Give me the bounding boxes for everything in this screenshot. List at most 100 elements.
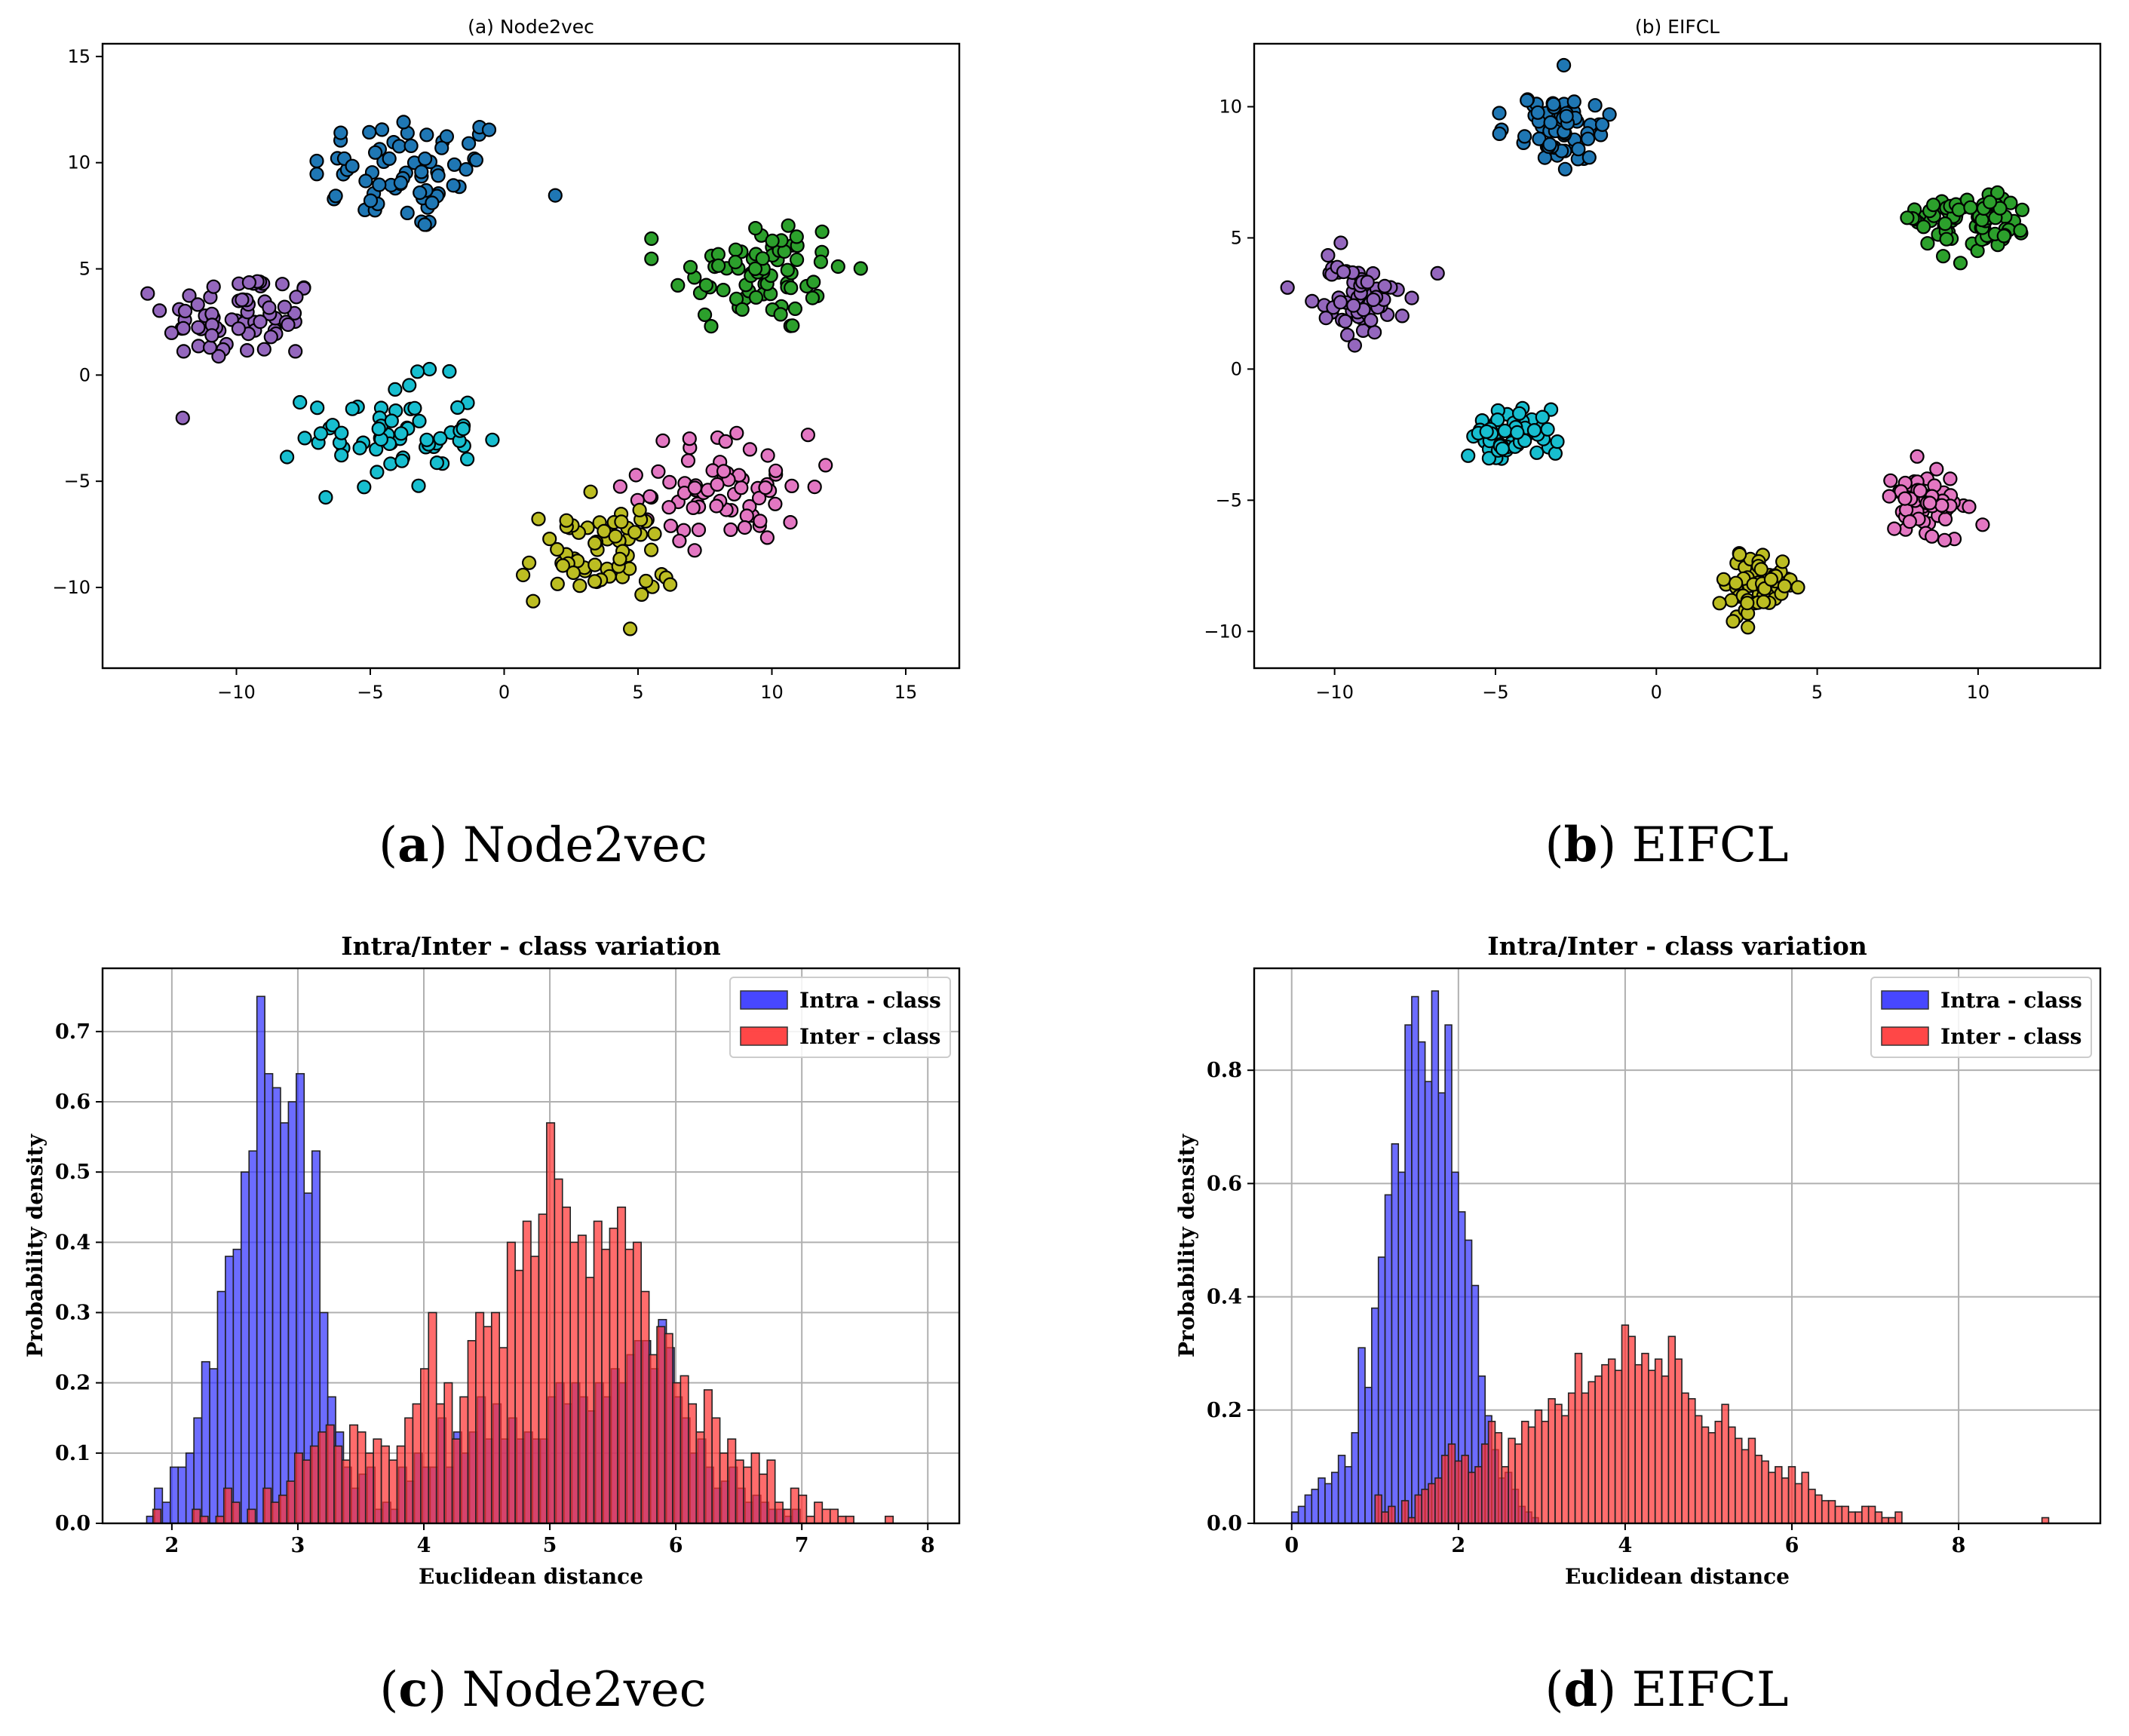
scatter-point <box>382 151 397 166</box>
histogram-bar <box>1400 1500 1410 1524</box>
y-tick-label: 15 <box>67 46 90 67</box>
histogram-bar <box>640 1290 650 1524</box>
scatter-point <box>2014 202 2029 217</box>
scatter-point <box>661 500 676 515</box>
scatter-point <box>697 307 713 322</box>
scatter-point <box>1763 572 1778 587</box>
scatter-point <box>748 221 763 236</box>
scatter-point <box>1953 256 1968 271</box>
plot-title: (b) EIFCL <box>1635 16 1719 38</box>
scatter-point <box>612 551 627 566</box>
histogram-bar <box>1494 1432 1503 1524</box>
scatter-point <box>1318 311 1333 326</box>
scatter-point <box>352 440 367 455</box>
scatter-point <box>813 254 829 269</box>
scatter-point <box>627 525 643 540</box>
histogram-bar <box>1417 1041 1426 1524</box>
x-tick-label: 15 <box>894 682 918 703</box>
histogram-bar <box>1514 1443 1523 1524</box>
scatter-point <box>177 303 193 319</box>
scatter-point <box>1726 614 1741 629</box>
histogram-bar <box>1747 1437 1756 1524</box>
histogram-bar <box>814 1501 824 1524</box>
histogram-bar <box>1674 1358 1683 1524</box>
histogram-bar <box>293 1452 304 1524</box>
histogram-bar <box>459 1396 469 1524</box>
y-tick-label: 0.5 <box>55 1161 90 1184</box>
scatter-point <box>781 218 796 233</box>
scatter-point <box>1497 423 1513 439</box>
histogram-bar <box>1377 1256 1386 1524</box>
scatter-point <box>1882 489 1897 504</box>
histogram-bar <box>1594 1375 1603 1524</box>
cluster-green <box>644 218 868 334</box>
scatter-point <box>459 452 475 467</box>
scatter-point <box>256 342 271 357</box>
histogram-bar <box>1311 1489 1319 1524</box>
scatter-point <box>191 320 206 335</box>
histogram-bar <box>1411 995 1419 1524</box>
scatter-point <box>459 162 474 177</box>
y-tick-label: 0 <box>79 364 90 385</box>
cluster-olive <box>1712 546 1805 635</box>
scatter-point <box>402 378 417 393</box>
scatter-point <box>417 151 433 167</box>
scatter-point <box>784 478 799 494</box>
scatter-point <box>1535 409 1550 425</box>
scatter-point <box>784 281 799 296</box>
histogram-bar <box>1781 1477 1790 1524</box>
scatter-point <box>737 520 753 535</box>
histogram-bar <box>177 1466 187 1524</box>
scatter-point <box>789 229 804 244</box>
scatter-point <box>288 344 303 359</box>
histogram-bar <box>1801 1471 1809 1524</box>
legend-label-inter: Inter - class <box>1940 1024 2081 1049</box>
x-axis-label: Euclidean distance <box>419 1564 643 1589</box>
histogram-bar <box>193 1417 203 1524</box>
histogram-bar <box>428 1311 437 1524</box>
histogram-bar <box>805 1515 815 1524</box>
x-tick-label: 3 <box>291 1534 305 1557</box>
plot-frame <box>101 967 961 1525</box>
scatter-point <box>1543 115 1558 130</box>
scatter-point <box>289 290 304 305</box>
histogram-bar <box>1667 1336 1677 1524</box>
histogram-bar <box>1894 1511 1903 1524</box>
histogram-bar <box>1728 1426 1736 1524</box>
scatter-point <box>413 185 428 201</box>
histogram-bar <box>318 1431 327 1524</box>
histogram-bar <box>1634 1363 1643 1524</box>
histogram-bar <box>1381 1511 1389 1524</box>
histogram-bar <box>270 1501 280 1524</box>
scatter-point <box>1364 313 1379 328</box>
histogram-bar <box>569 1241 579 1524</box>
legend: Intra - class Inter - class <box>1870 977 2092 1058</box>
legend-swatch-inter <box>1881 1026 1929 1046</box>
histogram-bar <box>222 1487 233 1524</box>
scatter-point <box>566 565 581 581</box>
scatter-point <box>587 557 603 572</box>
histogram-bar <box>577 1235 587 1524</box>
caption-b: (b) EIFCL <box>1545 817 1789 873</box>
x-tick-label: 8 <box>921 1534 935 1557</box>
histogram-bar <box>1480 1443 1489 1524</box>
scatter-point <box>780 262 795 278</box>
histogram-bar <box>1357 1347 1366 1524</box>
histogram-bar <box>264 1072 274 1524</box>
histogram-bar <box>758 1473 768 1524</box>
histogram-bar <box>280 1122 290 1524</box>
scatter-point <box>1321 248 1336 263</box>
histogram-bar <box>798 1494 808 1524</box>
scatter-point <box>1753 562 1769 577</box>
scatter-point <box>1347 338 1363 353</box>
scatter-point <box>1716 572 1732 587</box>
histogram-bar <box>256 995 265 1524</box>
scatter-point <box>1939 232 1954 247</box>
y-axis-label: Probability density <box>23 1133 48 1357</box>
cluster-cyan <box>1461 400 1565 466</box>
scatter-point <box>1936 249 1951 264</box>
histogram-bar <box>1371 1307 1379 1524</box>
scatter-point <box>410 364 425 379</box>
scatter-point <box>742 442 758 457</box>
